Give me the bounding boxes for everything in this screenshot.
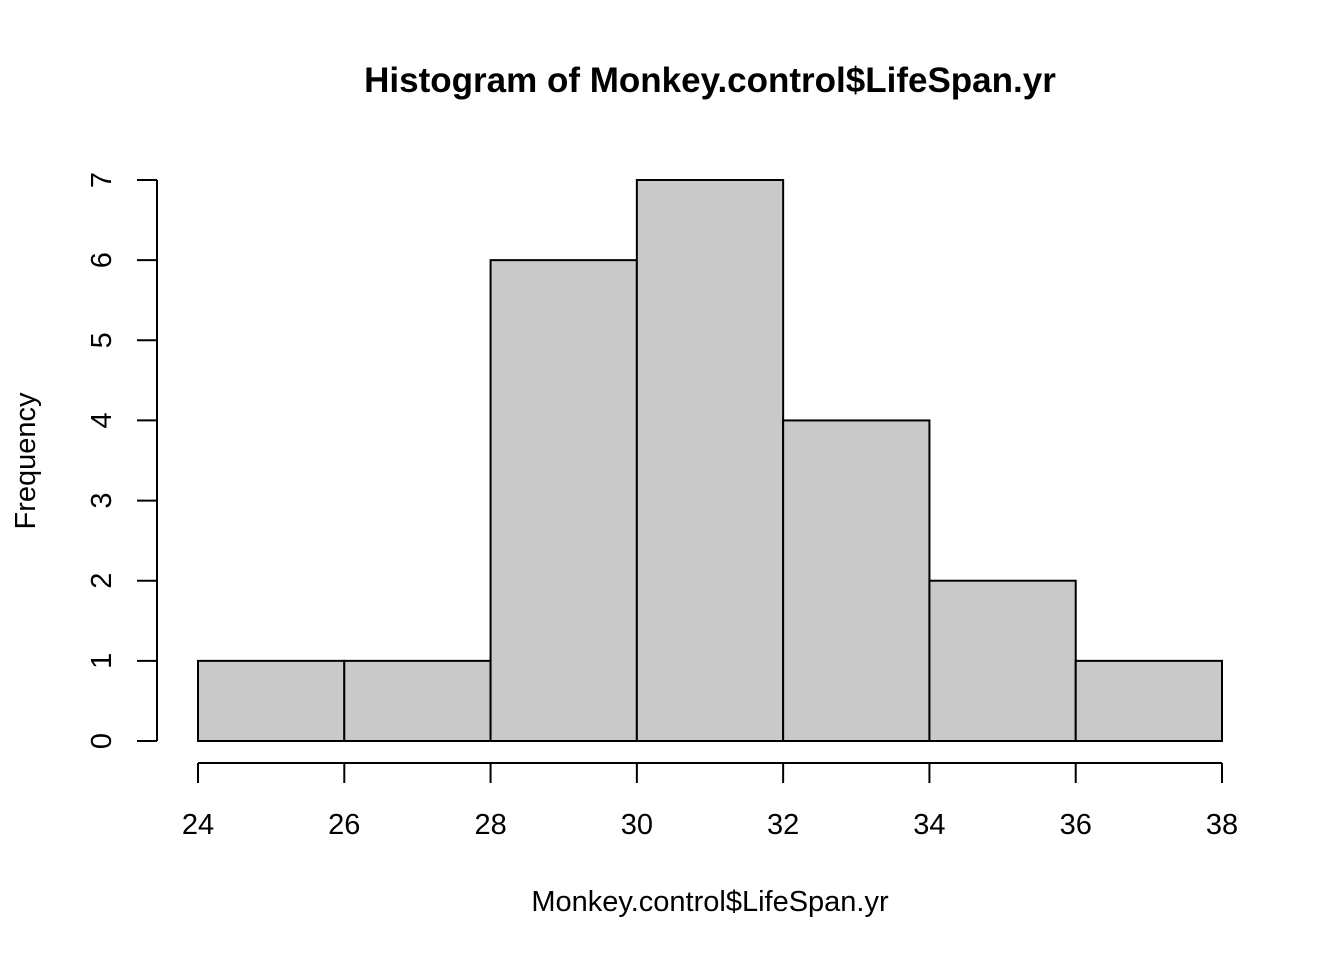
- x-tick-label-28: 28: [474, 809, 506, 841]
- y-tick-label-3: 3: [86, 493, 118, 509]
- chart-title: Histogram of Monkey.control$LifeSpan.yr: [364, 61, 1056, 100]
- histogram-bar-28-30: [489, 259, 638, 742]
- y-axis: 0 1 2 3 4 5 6 7: [86, 172, 158, 749]
- y-tick-label-1: 1: [86, 653, 118, 669]
- x-tick-label-30: 30: [621, 809, 653, 841]
- y-tick-label-4: 4: [86, 412, 118, 428]
- y-axis-label: Frequency: [10, 392, 42, 530]
- y-tick-label-0: 0: [86, 733, 118, 749]
- y-tick-label-7: 7: [86, 172, 118, 188]
- y-tick-label-5: 5: [86, 332, 118, 348]
- y-tick-label-2: 2: [86, 573, 118, 589]
- bars-group: [197, 179, 1223, 743]
- x-tick-label-32: 32: [767, 809, 799, 841]
- histogram-bar-26-28: [343, 659, 492, 742]
- x-axis: 24 26 28 30 32 34 36 38: [182, 762, 1238, 841]
- histogram-bar-34-36: [928, 579, 1077, 743]
- x-tick-label-38: 38: [1206, 809, 1238, 841]
- x-tick-label-36: 36: [1060, 809, 1092, 841]
- histogram-bar-32-34: [782, 419, 931, 742]
- histogram-bar-30-32: [635, 179, 785, 742]
- histogram-bar-24-26: [197, 659, 346, 742]
- y-tick-label-6: 6: [86, 252, 118, 268]
- x-tick-label-24: 24: [182, 809, 214, 841]
- x-tick-label-34: 34: [913, 809, 945, 841]
- x-axis-label: Monkey.control$LifeSpan.yr: [531, 886, 889, 918]
- x-tick-label-26: 26: [328, 809, 360, 841]
- histogram-bar-36-38: [1074, 659, 1223, 742]
